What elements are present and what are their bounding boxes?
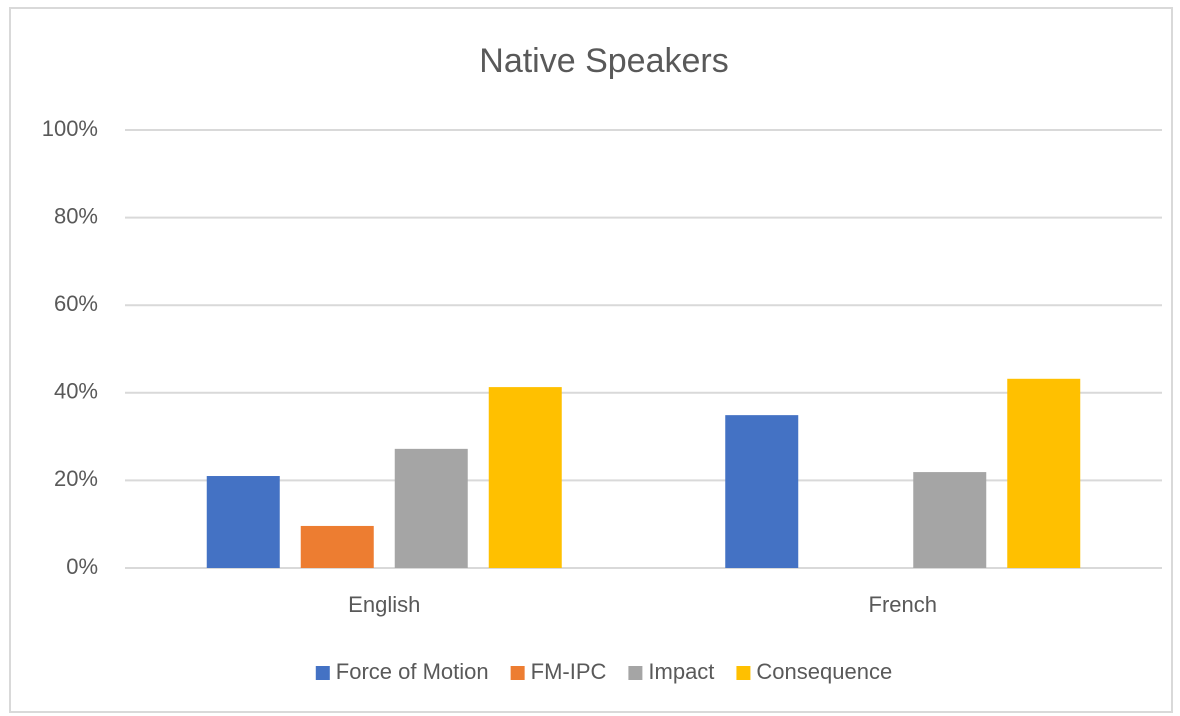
- bar: [206, 476, 280, 568]
- legend-swatch: [510, 666, 525, 680]
- y-tick-label: 60%: [54, 291, 98, 316]
- bar: [394, 448, 468, 568]
- y-tick-label: 20%: [54, 466, 98, 491]
- legend-swatch: [628, 666, 643, 680]
- y-tick-label: 100%: [42, 116, 98, 141]
- y-tick-label: 0%: [66, 554, 98, 579]
- bar: [913, 472, 987, 568]
- legend-label: Impact: [648, 659, 714, 684]
- legend-swatch: [736, 666, 751, 680]
- y-tick-label: 80%: [54, 203, 98, 228]
- chart-frame: [9, 7, 1173, 713]
- bar: [488, 387, 562, 568]
- bar: [1007, 378, 1081, 568]
- bar: [300, 525, 374, 568]
- legend-label: FM-IPC: [531, 659, 607, 684]
- chart-title: Native Speakers: [479, 42, 728, 80]
- y-tick-label: 40%: [54, 379, 98, 404]
- x-tick-label: English: [348, 592, 420, 617]
- legend-swatch: [315, 666, 330, 680]
- legend-label: Consequence: [756, 659, 892, 684]
- bar: [725, 415, 799, 568]
- x-tick-label: French: [869, 592, 937, 617]
- legend-label: Force of Motion: [336, 659, 489, 684]
